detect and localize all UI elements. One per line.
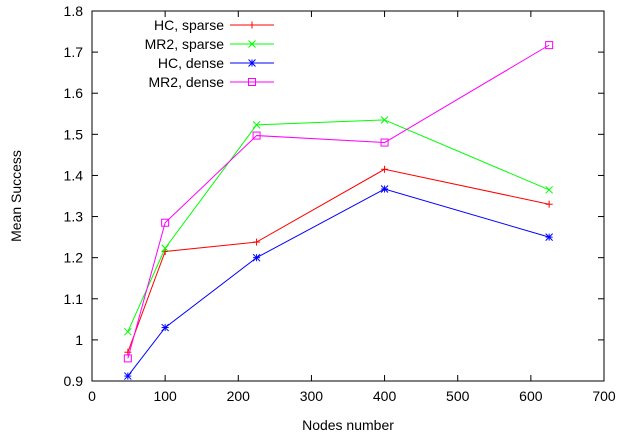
y-tick-label: 0.9 [64, 373, 84, 389]
y-tick-label: 1.6 [64, 85, 84, 101]
legend-item: MR2, dense [149, 74, 274, 90]
legend: HC, sparse MR2, sparse HC, dense MR2, dense [145, 17, 274, 90]
y-tick-label: 1.4 [64, 167, 84, 183]
y-tick-label: 1.8 [64, 3, 84, 19]
data-point [545, 233, 553, 241]
data-point [380, 185, 389, 193]
data-point [248, 78, 256, 86]
series-hc-sparse [124, 165, 553, 356]
series-line [127, 44, 550, 359]
x-axis-label: Nodes number [302, 417, 394, 433]
series-hc-dense [123, 185, 553, 380]
series-line [127, 188, 550, 377]
series-line [127, 119, 550, 332]
y-tick-label: 1.1 [64, 291, 84, 307]
y-axis-label: Mean Success [8, 150, 24, 242]
data-point [545, 41, 554, 50]
x-tick-label: 600 [519, 388, 543, 404]
data-point [161, 218, 170, 227]
series-mr2-sparse [123, 116, 553, 336]
axis-ticks: 0 100 200 300 400 500 600 700 0.9 1 1.1 1.2 1.3 1.4 1.… [64, 3, 616, 404]
legend-label: MR2, dense [149, 74, 225, 90]
data-point [252, 253, 261, 262]
data-point [252, 131, 261, 140]
data-point [252, 121, 261, 129]
x-tick-label: 300 [300, 388, 324, 404]
data-point [161, 323, 169, 332]
series-mr2-dense [123, 41, 554, 363]
legend-label: MR2, sparse [145, 36, 225, 52]
data-point [248, 40, 256, 48]
data-point [545, 200, 553, 208]
legend-item: HC, sparse [154, 17, 274, 33]
series-line [127, 168, 550, 353]
data-point [380, 116, 389, 124]
y-tick-label: 1.2 [64, 250, 84, 266]
y-tick-label: 1.5 [64, 126, 84, 142]
x-tick-label: 500 [446, 388, 470, 404]
legend-item: MR2, sparse [145, 36, 274, 52]
data-point [248, 59, 256, 67]
data-point [123, 354, 132, 363]
legend-item: HC, dense [158, 55, 274, 71]
legend-label: HC, sparse [154, 17, 224, 33]
data-point [545, 185, 553, 194]
y-tick-label: 1.3 [64, 209, 84, 225]
data-point [123, 327, 132, 336]
plot-frame [91, 10, 605, 382]
data-point [161, 244, 169, 253]
legend-label: HC, dense [158, 55, 224, 71]
x-tick-label: 400 [373, 388, 397, 404]
data-point [381, 165, 389, 173]
data-point [253, 238, 261, 246]
y-tick-label: 1 [75, 332, 83, 348]
x-tick-label: 0 [88, 388, 96, 404]
data-point [380, 138, 389, 147]
x-tick-label: 100 [153, 388, 177, 404]
y-tick-label: 1.7 [64, 44, 84, 60]
series-layer [123, 41, 554, 380]
x-tick-label: 700 [592, 388, 616, 404]
data-point [248, 21, 256, 29]
x-tick-label: 200 [227, 388, 251, 404]
data-point [123, 372, 132, 380]
